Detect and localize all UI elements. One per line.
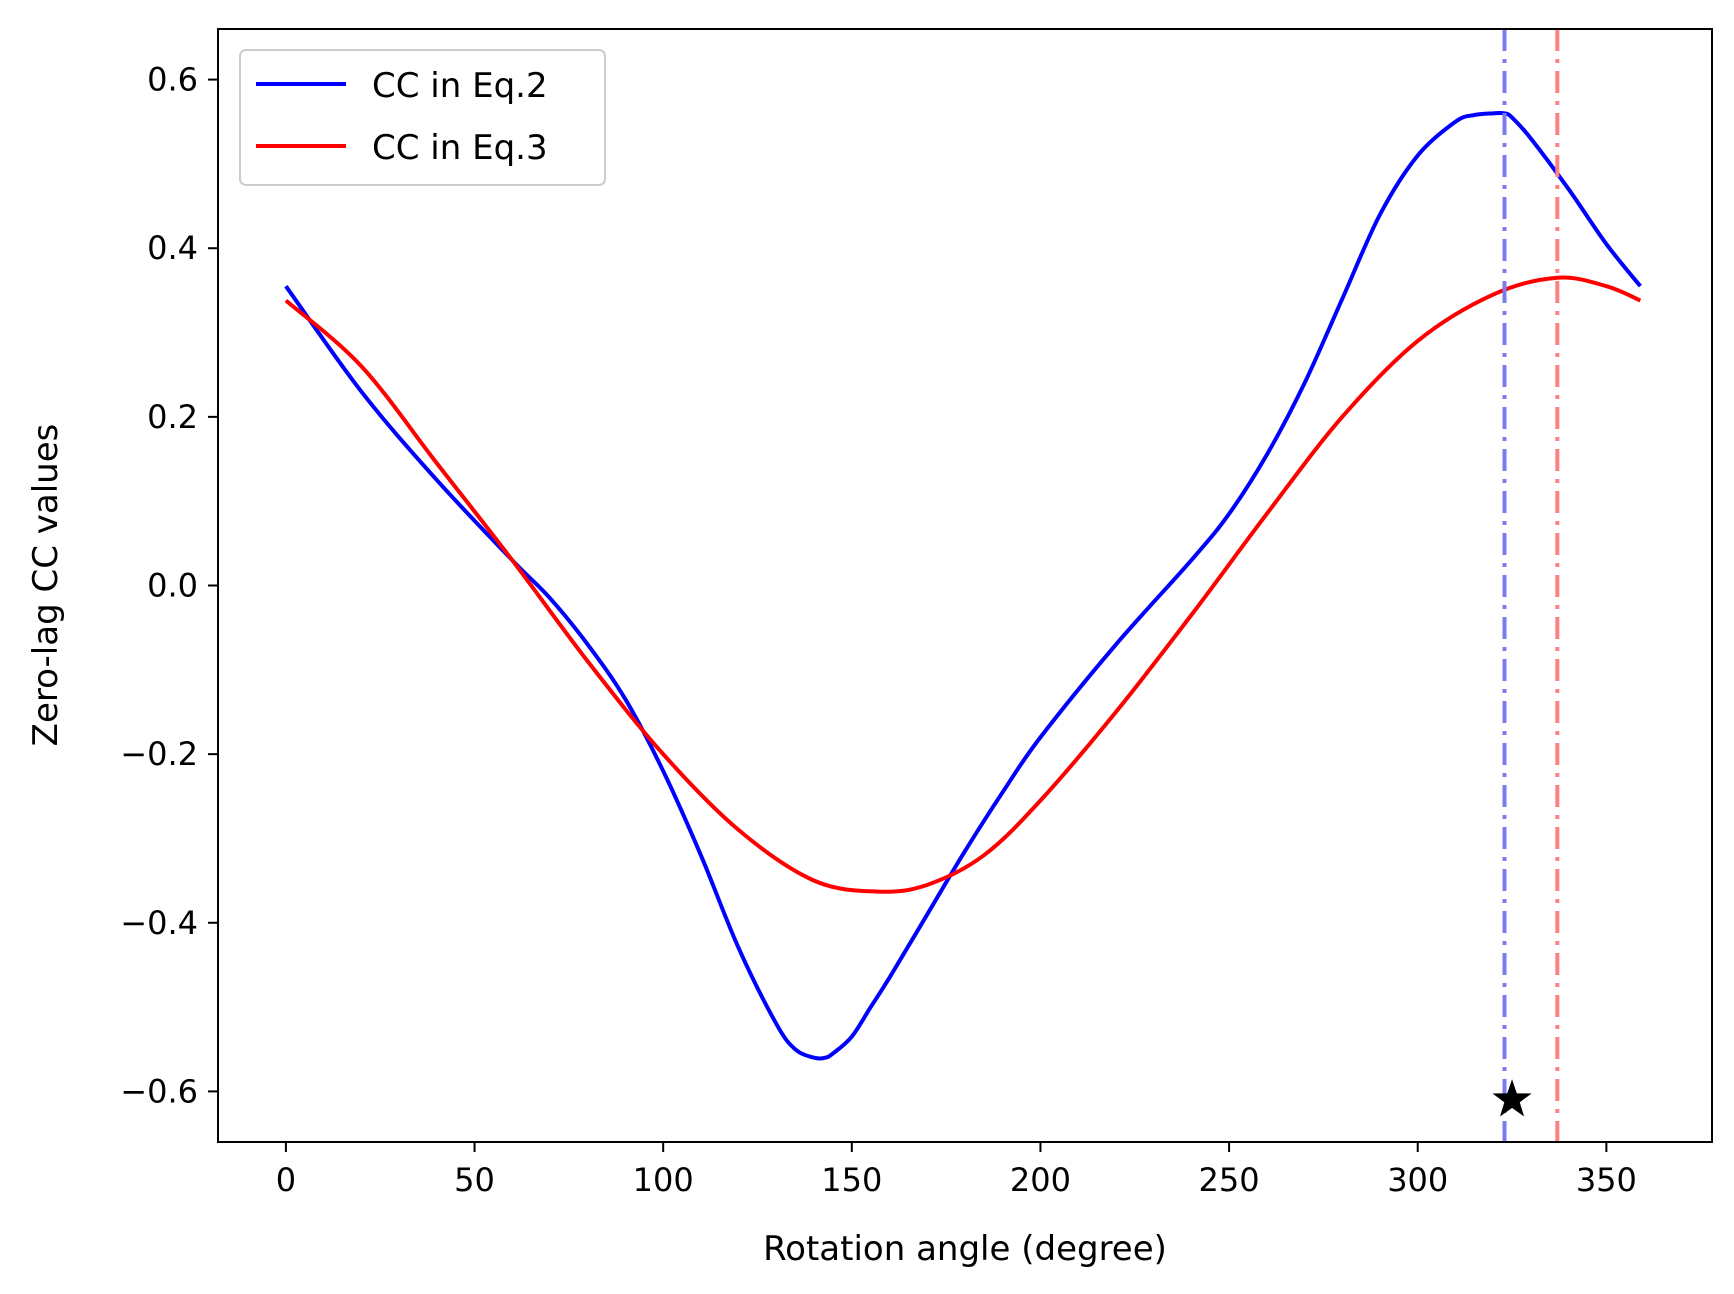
y-tick-label: 0.6 — [147, 61, 198, 99]
series-line-eq3 — [284, 275, 1642, 894]
legend: CC in Eq.2 CC in Eq.3 — [239, 49, 606, 186]
y-tick-label: 0.4 — [147, 229, 198, 267]
y-tick-label: 0.2 — [147, 398, 198, 436]
x-axis-label: Rotation angle (degree) — [763, 1229, 1167, 1269]
x-tick-label: 250 — [1199, 1161, 1260, 1199]
series-line-eq2 — [284, 110, 1642, 1061]
x-tick-label: 300 — [1387, 1161, 1448, 1199]
star-marker — [1492, 1079, 1532, 1117]
y-axis-label: Zero-lag CC values — [26, 424, 66, 747]
y-axis: −0.6 −0.4 −0.2 0.0 0.2 0.4 0.6 — [120, 61, 218, 1110]
legend-label-eq3: CC in Eq.3 — [372, 128, 548, 168]
y-tick-label: −0.4 — [120, 904, 198, 942]
x-tick-label: 50 — [454, 1161, 495, 1199]
x-tick-label: 0 — [276, 1161, 296, 1199]
x-tick-label: 100 — [633, 1161, 694, 1199]
legend-label-eq2: CC in Eq.2 — [372, 66, 548, 106]
plot-content — [284, 29, 1642, 1142]
y-tick-label: −0.6 — [120, 1072, 198, 1110]
x-tick-label: 200 — [1010, 1161, 1071, 1199]
x-tick-label: 350 — [1576, 1161, 1637, 1199]
y-tick-label: 0.0 — [147, 567, 198, 605]
x-axis: 0 50 100 150 200 250 300 350 — [276, 1142, 1637, 1199]
y-tick-label: −0.2 — [120, 735, 198, 773]
x-tick-label: 150 — [821, 1161, 882, 1199]
